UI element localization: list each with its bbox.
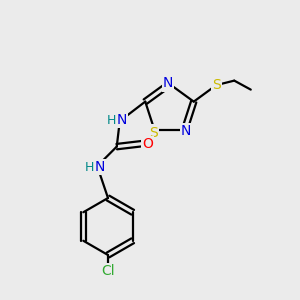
Text: N: N [163, 76, 173, 90]
Text: N: N [95, 160, 105, 174]
Text: N: N [181, 124, 191, 138]
Text: H: H [107, 114, 116, 127]
Text: Cl: Cl [101, 264, 115, 278]
Text: H: H [85, 161, 94, 174]
Text: N: N [117, 113, 127, 127]
Text: S: S [212, 78, 220, 92]
Text: S: S [149, 125, 158, 140]
Text: O: O [142, 136, 153, 151]
